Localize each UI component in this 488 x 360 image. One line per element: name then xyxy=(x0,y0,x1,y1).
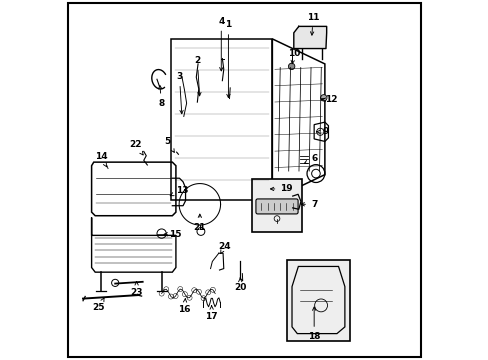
Text: 23: 23 xyxy=(130,282,142,297)
Text: 3: 3 xyxy=(176,72,183,114)
Text: 12: 12 xyxy=(321,95,337,104)
Text: 20: 20 xyxy=(234,278,246,292)
Text: 5: 5 xyxy=(164,137,174,152)
Text: 18: 18 xyxy=(307,307,320,341)
Text: 10: 10 xyxy=(287,49,299,64)
Text: 1: 1 xyxy=(225,20,231,98)
Circle shape xyxy=(320,95,326,101)
Text: 19: 19 xyxy=(270,184,292,193)
FancyBboxPatch shape xyxy=(286,260,349,342)
Text: 7: 7 xyxy=(301,200,317,209)
Text: 24: 24 xyxy=(218,242,231,253)
Text: 2: 2 xyxy=(194,56,201,96)
Text: 13: 13 xyxy=(170,185,188,196)
Text: 11: 11 xyxy=(306,13,319,35)
Text: 4: 4 xyxy=(218,17,224,71)
Text: 8: 8 xyxy=(158,86,164,108)
Polygon shape xyxy=(293,26,326,49)
Text: 25: 25 xyxy=(92,298,105,312)
Text: 15: 15 xyxy=(164,230,181,239)
Text: 17: 17 xyxy=(205,306,218,321)
Text: 14: 14 xyxy=(94,152,107,167)
FancyBboxPatch shape xyxy=(255,199,298,214)
Text: 9: 9 xyxy=(316,127,328,136)
FancyBboxPatch shape xyxy=(252,179,301,232)
Circle shape xyxy=(288,63,294,69)
Text: 22: 22 xyxy=(129,140,143,155)
Polygon shape xyxy=(292,194,300,209)
Text: 6: 6 xyxy=(304,154,317,163)
Text: 21: 21 xyxy=(193,214,205,231)
Text: 16: 16 xyxy=(178,299,190,314)
